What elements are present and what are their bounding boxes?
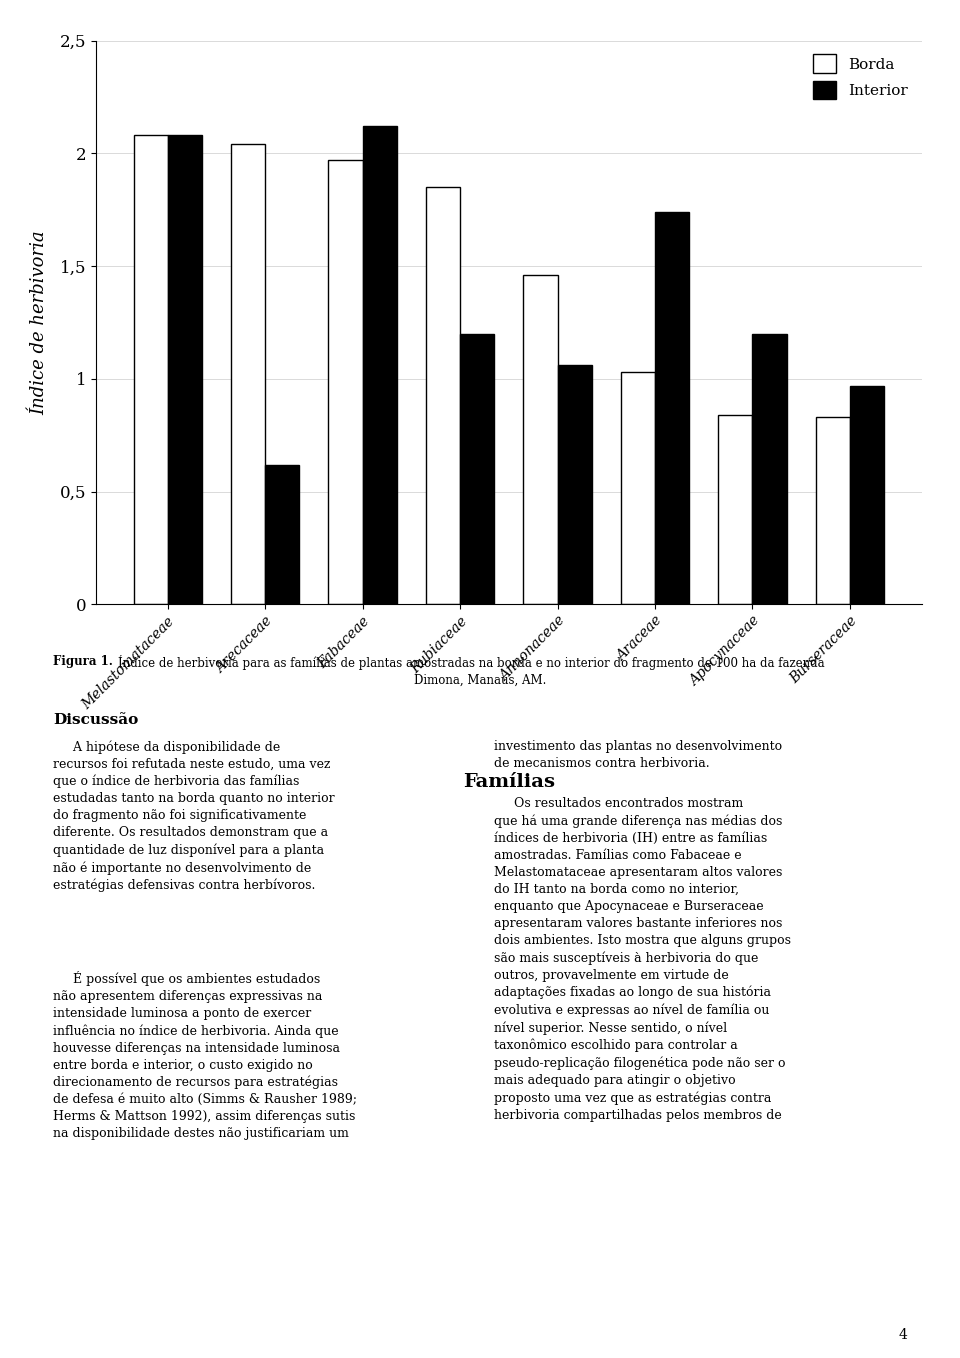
Bar	[328, 160, 363, 604]
Bar	[753, 334, 786, 604]
Bar	[523, 276, 558, 604]
Text: Dimona, Manaus, AM.: Dimona, Manaus, AM.	[414, 674, 546, 687]
Bar	[231, 144, 265, 604]
Text: Figura 1.: Figura 1.	[53, 655, 112, 668]
Legend: Borda, Interior: Borda, Interior	[806, 49, 914, 106]
Bar	[426, 187, 460, 604]
Text: Discussão: Discussão	[53, 713, 138, 727]
Bar	[850, 386, 884, 604]
Text: É possível que os ambientes estudados
não apresentem diferenças expressivas na
i: É possível que os ambientes estudados nã…	[53, 971, 357, 1141]
Bar	[558, 365, 591, 604]
Text: Os resultados encontrados mostram
que há uma grande diferença nas médias dos
índ: Os resultados encontrados mostram que há…	[494, 797, 791, 1122]
Bar	[816, 417, 850, 604]
Text: investimento das plantas no desenvolvimento
de mecanismos contra herbivoria.: investimento das plantas no desenvolvime…	[494, 740, 782, 770]
Bar	[265, 464, 300, 604]
Bar	[621, 372, 655, 604]
Bar	[168, 136, 202, 604]
Bar	[363, 126, 396, 604]
Bar	[718, 416, 753, 604]
Text: Famílias: Famílias	[463, 773, 555, 792]
Text: 4: 4	[899, 1328, 907, 1342]
Bar	[655, 212, 689, 604]
Bar	[460, 334, 494, 604]
Text: A hipótese da disponibilidade de
recursos foi refutada neste estudo, uma vez
que: A hipótese da disponibilidade de recurso…	[53, 740, 334, 892]
Text: Índice de herbivoria para as famílias de plantas amostradas na borda e no interi: Índice de herbivoria para as famílias de…	[118, 655, 825, 669]
Y-axis label: Índice de herbivoria: Índice de herbivoria	[31, 231, 49, 414]
Bar	[133, 136, 168, 604]
